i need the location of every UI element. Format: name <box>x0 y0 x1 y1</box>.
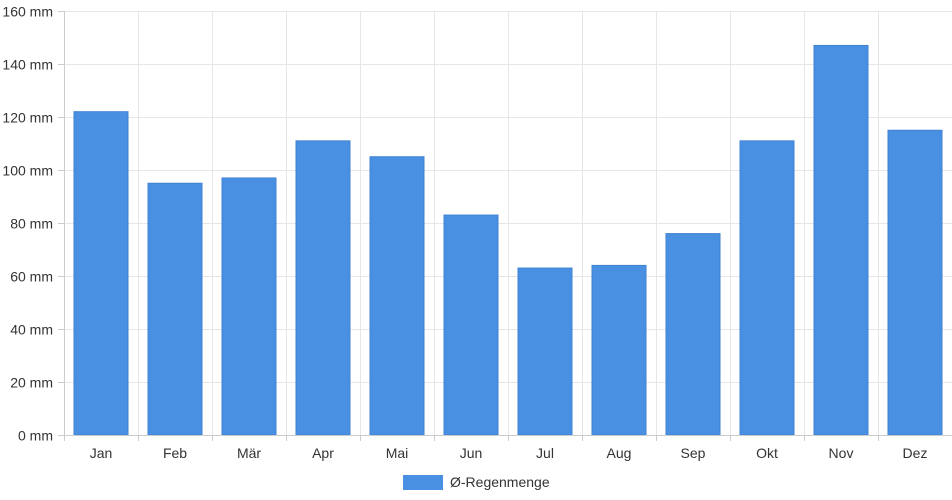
bar-nov[interactable] <box>813 44 869 436</box>
bar-jun[interactable] <box>443 214 499 436</box>
y-tick-label: 120 mm <box>2 110 53 126</box>
bars <box>73 44 943 436</box>
y-tick-label: 160 mm <box>2 4 53 20</box>
y-tick-label: 40 mm <box>10 322 53 338</box>
bar-okt[interactable] <box>739 140 795 436</box>
x-tick-label: Dez <box>903 445 928 461</box>
x-tick-label: Apr <box>312 445 334 461</box>
bar-apr[interactable] <box>295 140 351 436</box>
bar-sep[interactable] <box>665 233 721 436</box>
y-tick-label: 80 mm <box>10 216 53 232</box>
bar-aug[interactable] <box>591 264 647 436</box>
x-axis-tick-labels: Jan Feb Mär Apr Mai Jun Jul Aug Sep Okt Nov Dez <box>90 445 928 461</box>
y-axis-tick-labels: 0 mm 20 mm 40 mm 60 mm 80 mm 100 mm 120 mm 140 … <box>2 4 53 444</box>
bar-jan[interactable] <box>73 111 129 436</box>
x-tick-label: Feb <box>163 445 187 461</box>
y-tick-label: 0 mm <box>18 428 53 444</box>
y-tick-label: 140 mm <box>2 57 53 73</box>
bar-mai[interactable] <box>369 156 425 436</box>
x-tick-label: Aug <box>607 445 632 461</box>
x-tick-label: Jun <box>460 445 483 461</box>
legend[interactable]: Ø-Regenmenge <box>403 474 550 490</box>
x-tick-label: Nov <box>829 445 854 461</box>
legend-swatch <box>403 475 443 490</box>
x-tick-label: Jul <box>536 445 554 461</box>
y-tick-label: 20 mm <box>10 375 53 391</box>
bar-dez[interactable] <box>887 129 943 436</box>
grid <box>64 11 952 436</box>
x-tick-label: Mär <box>237 445 261 461</box>
bar-jul[interactable] <box>517 267 573 436</box>
x-tick-label: Jan <box>90 445 113 461</box>
bar-mär[interactable] <box>221 177 277 436</box>
y-tick-label: 60 mm <box>10 269 53 285</box>
x-tick-label: Mai <box>386 445 409 461</box>
y-tick-label: 100 mm <box>2 163 53 179</box>
bar-feb[interactable] <box>147 182 203 436</box>
legend-label: Ø-Regenmenge <box>450 474 550 490</box>
x-tick-label: Sep <box>681 445 706 461</box>
x-tick-label: Okt <box>756 445 778 461</box>
axes <box>58 11 952 441</box>
